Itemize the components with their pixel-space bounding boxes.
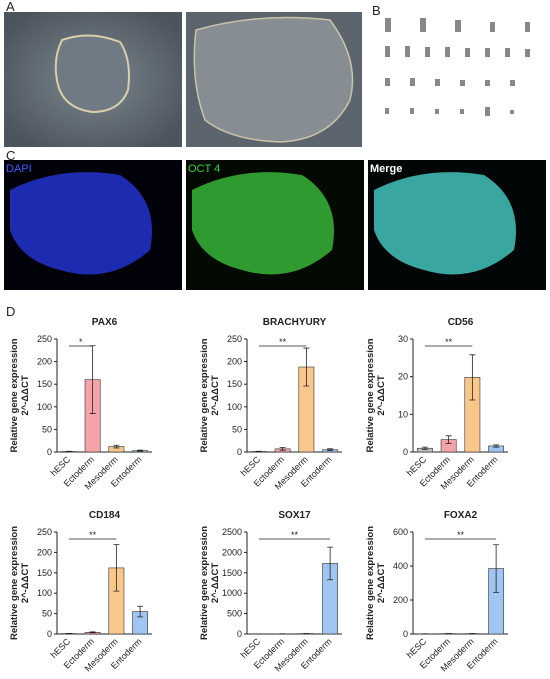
y-axis-label: Relative gene expression xyxy=(199,526,210,640)
y-tick-label: 200 xyxy=(227,357,242,367)
y-axis-label: 2^-ΔΔCT xyxy=(210,375,221,416)
colony xyxy=(192,172,334,275)
error-bar xyxy=(89,631,96,634)
y-axis-label: Relative gene expression xyxy=(365,338,376,452)
significance-label: ** xyxy=(457,530,465,540)
chart-title: PAX6 xyxy=(92,317,118,328)
y-tick-label: 250 xyxy=(37,334,52,344)
y-tick-label: 2500 xyxy=(222,527,242,537)
error-bar xyxy=(137,605,144,618)
error-bar xyxy=(113,444,120,449)
y-tick-label: 100 xyxy=(37,402,52,412)
y-tick-label: 10 xyxy=(398,409,408,419)
y-tick-label: 30 xyxy=(398,334,408,344)
chart-title: CD56 xyxy=(448,317,474,328)
y-axis-label: 2^-ΔΔCT xyxy=(376,375,387,416)
significance-label: ** xyxy=(445,337,453,347)
y-axis-label: 2^-ΔΔCT xyxy=(20,375,31,416)
y-tick-label: 50 xyxy=(42,424,52,434)
panel-label: A xyxy=(6,0,15,14)
y-tick-label: 250 xyxy=(37,527,52,537)
y-tick-label: 1500 xyxy=(222,568,242,578)
y-tick-label: 50 xyxy=(232,424,242,434)
y-axis-label: Relative gene expression xyxy=(199,338,210,452)
y-axis-label: 2^-ΔΔCT xyxy=(210,563,221,604)
error-bar xyxy=(421,446,428,450)
colony xyxy=(54,34,130,114)
y-tick-label: 250 xyxy=(227,334,242,344)
y-axis-label: 2^-ΔΔCT xyxy=(20,563,31,604)
error-bar xyxy=(493,544,500,593)
colony xyxy=(374,172,516,275)
y-tick-label: 2000 xyxy=(222,547,242,557)
y-tick-label: 150 xyxy=(37,379,52,389)
panel-label: D xyxy=(6,304,15,319)
y-tick-label: 150 xyxy=(227,379,242,389)
colony xyxy=(193,16,354,143)
error-bar xyxy=(327,448,334,452)
image-label: DAPI xyxy=(6,163,32,175)
error-bar xyxy=(469,354,476,401)
y-tick-label: 150 xyxy=(37,568,52,578)
significance-label: ** xyxy=(291,530,299,540)
significance-label: * xyxy=(79,337,83,347)
chart-title: SOX17 xyxy=(278,510,311,521)
chart-title: FOXA2 xyxy=(444,510,478,521)
y-axis-label: Relative gene expression xyxy=(9,526,20,640)
y-tick-label: 600 xyxy=(393,527,408,537)
panel-label: B xyxy=(372,3,381,18)
y-tick-label: 100 xyxy=(227,402,242,412)
y-tick-label: 20 xyxy=(398,372,408,382)
y-axis-label: Relative gene expression xyxy=(365,526,376,640)
image-label: Merge xyxy=(370,163,402,175)
chart-title: CD184 xyxy=(89,510,121,521)
y-tick-label: 200 xyxy=(37,547,52,557)
chart-title: BRACHYURY xyxy=(263,317,327,328)
y-tick-label: 1000 xyxy=(222,588,242,598)
y-tick-label: 0 xyxy=(403,629,408,639)
y-tick-label: 100 xyxy=(37,588,52,598)
y-tick-label: 0 xyxy=(47,629,52,639)
y-tick-label: 200 xyxy=(37,357,52,367)
error-bar xyxy=(445,435,452,444)
y-tick-label: 0 xyxy=(47,447,52,457)
y-tick-label: 500 xyxy=(227,609,242,619)
y-tick-label: 400 xyxy=(393,561,408,571)
colony xyxy=(10,172,152,275)
y-axis-label: Relative gene expression xyxy=(9,338,20,452)
y-tick-label: 50 xyxy=(42,609,52,619)
error-bar xyxy=(113,544,120,592)
y-axis-label: 2^-ΔΔCT xyxy=(376,563,387,604)
significance-label: ** xyxy=(279,337,287,347)
y-tick-label: 0 xyxy=(237,629,242,639)
y-tick-label: 0 xyxy=(237,447,242,457)
y-tick-label: 0 xyxy=(403,447,408,457)
karyotype xyxy=(385,18,530,116)
error-bar xyxy=(303,347,310,387)
error-bar xyxy=(279,447,286,451)
significance-label: ** xyxy=(89,530,97,540)
y-tick-label: 200 xyxy=(393,595,408,605)
panel-label: C xyxy=(6,148,15,163)
error-bar xyxy=(327,546,334,581)
error-bar xyxy=(493,444,500,448)
image-label: OCT 4 xyxy=(188,163,220,175)
error-bar xyxy=(137,449,144,452)
